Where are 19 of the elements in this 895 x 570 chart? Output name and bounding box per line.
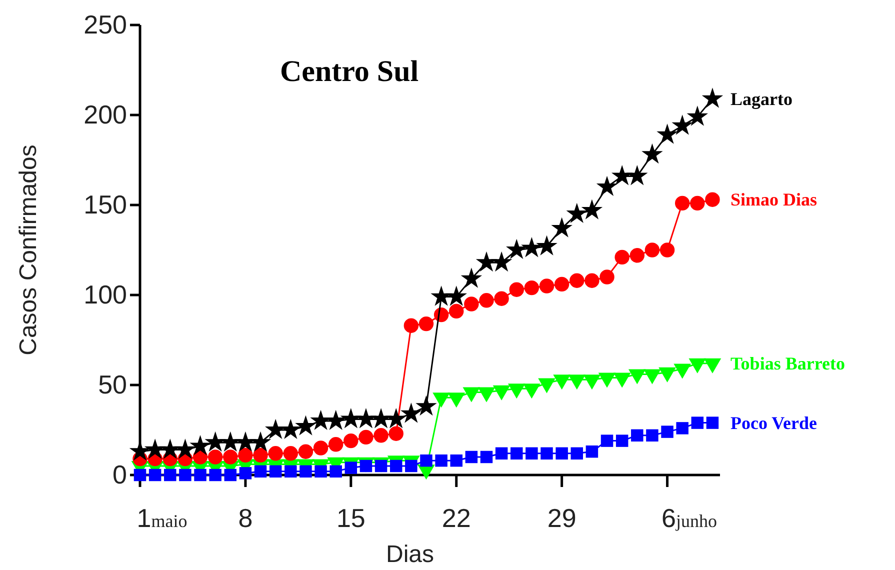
y-tick-label: 250 [84,9,127,40]
series-label: Simao Dias [730,190,817,210]
y-tick-label: 100 [84,279,127,310]
y-tick-label: 200 [84,99,127,130]
x-tick-label: 1maio [136,503,188,533]
y-tick-label: 50 [98,369,127,400]
x-tick-label: 6junho [662,503,718,533]
x-tick-label: 8 [238,503,253,533]
y-axis-title: Casos Confirmados [15,144,42,356]
x-axis-title: Dias [386,541,434,568]
y-tick-label: 150 [84,189,127,220]
x-tick-label: 15 [336,503,366,533]
x-tick-label: 22 [442,503,471,533]
y-tick-label: 0 [112,459,127,490]
series-label: Tobias Barreto [730,353,845,374]
series-label: Poco Verde [730,412,817,433]
series-label: Lagarto [730,88,792,109]
text: Centro Sul [280,55,419,88]
x-tick-label: 29 [547,503,576,533]
